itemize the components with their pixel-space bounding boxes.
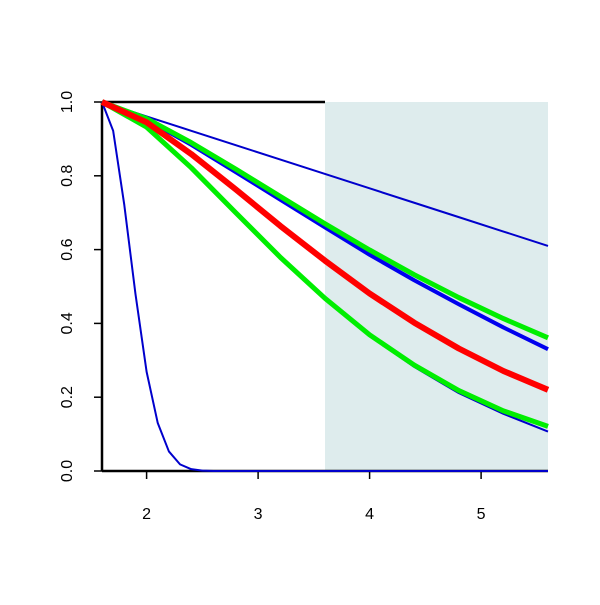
x-tick-label: 5 (477, 506, 486, 523)
x-tick-label: 3 (254, 506, 263, 523)
series-line (101, 101, 549, 247)
series-line (101, 99, 549, 341)
series-line (100, 99, 550, 393)
x-tick-label: 4 (365, 506, 374, 523)
y-tick-label: 0.0 (59, 460, 76, 482)
y-tick-label: 0.2 (59, 386, 76, 408)
y-tick-label: 0.8 (59, 165, 76, 187)
x-tick-label: 2 (142, 506, 151, 523)
y-tick-label: 0.6 (59, 238, 76, 260)
y-tick-label: 0.4 (59, 312, 76, 334)
y-tick-label: 1.0 (59, 91, 76, 113)
series-line (101, 101, 548, 472)
series-line (100, 99, 549, 429)
